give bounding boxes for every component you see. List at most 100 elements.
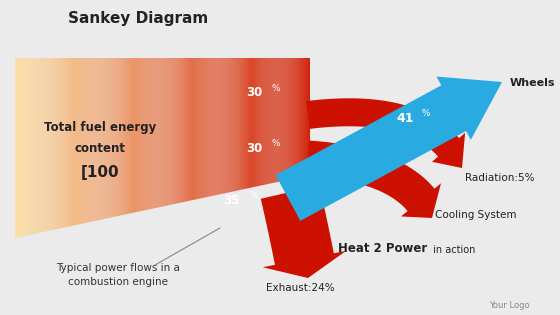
Polygon shape xyxy=(102,58,104,219)
Polygon shape xyxy=(57,58,58,229)
Polygon shape xyxy=(306,58,307,176)
Polygon shape xyxy=(185,58,186,202)
Polygon shape xyxy=(270,58,272,183)
Polygon shape xyxy=(265,58,266,185)
Polygon shape xyxy=(307,140,441,218)
Polygon shape xyxy=(109,58,110,218)
Polygon shape xyxy=(217,58,218,195)
Polygon shape xyxy=(147,58,148,210)
Polygon shape xyxy=(178,58,179,203)
Polygon shape xyxy=(207,58,208,197)
Polygon shape xyxy=(269,58,270,184)
Polygon shape xyxy=(205,58,206,198)
Polygon shape xyxy=(197,58,198,199)
Polygon shape xyxy=(151,58,152,209)
Polygon shape xyxy=(144,58,145,210)
Polygon shape xyxy=(122,58,123,215)
Polygon shape xyxy=(262,58,263,185)
Polygon shape xyxy=(36,58,38,233)
Text: 35: 35 xyxy=(223,193,240,207)
Polygon shape xyxy=(291,58,292,179)
Polygon shape xyxy=(283,58,284,181)
Polygon shape xyxy=(44,58,45,232)
Polygon shape xyxy=(245,58,246,189)
Polygon shape xyxy=(284,58,286,180)
Polygon shape xyxy=(181,58,182,203)
Polygon shape xyxy=(63,58,64,228)
Polygon shape xyxy=(209,58,211,197)
Polygon shape xyxy=(16,58,17,238)
Polygon shape xyxy=(129,58,130,214)
Polygon shape xyxy=(83,58,84,224)
Polygon shape xyxy=(125,58,126,215)
Polygon shape xyxy=(73,58,74,226)
Polygon shape xyxy=(117,58,118,216)
Polygon shape xyxy=(143,58,144,211)
Polygon shape xyxy=(216,58,217,195)
Polygon shape xyxy=(279,58,281,181)
Polygon shape xyxy=(306,98,465,168)
Polygon shape xyxy=(136,58,137,212)
Polygon shape xyxy=(175,58,176,204)
Polygon shape xyxy=(100,58,101,220)
Polygon shape xyxy=(80,58,81,224)
Polygon shape xyxy=(134,58,135,213)
Polygon shape xyxy=(165,58,166,206)
Polygon shape xyxy=(258,58,259,186)
Polygon shape xyxy=(194,58,195,200)
Polygon shape xyxy=(93,58,94,221)
Polygon shape xyxy=(309,58,310,175)
Polygon shape xyxy=(246,58,247,189)
Polygon shape xyxy=(263,58,264,185)
Polygon shape xyxy=(187,58,188,201)
Polygon shape xyxy=(28,58,29,235)
Polygon shape xyxy=(152,58,153,209)
Polygon shape xyxy=(227,58,228,193)
Polygon shape xyxy=(223,58,225,193)
Polygon shape xyxy=(307,58,308,176)
Polygon shape xyxy=(77,58,78,225)
Polygon shape xyxy=(298,58,299,178)
Polygon shape xyxy=(288,58,290,180)
Polygon shape xyxy=(206,58,207,197)
Polygon shape xyxy=(239,58,240,190)
Polygon shape xyxy=(218,58,220,195)
Polygon shape xyxy=(160,58,161,207)
Polygon shape xyxy=(213,58,214,196)
Polygon shape xyxy=(301,58,302,177)
Text: Exhaust:24%: Exhaust:24% xyxy=(265,283,334,293)
Text: Total fuel energy: Total fuel energy xyxy=(44,122,156,135)
Polygon shape xyxy=(132,58,133,213)
Polygon shape xyxy=(186,58,187,202)
Polygon shape xyxy=(88,58,90,222)
Polygon shape xyxy=(179,58,180,203)
Polygon shape xyxy=(62,58,63,228)
Polygon shape xyxy=(161,58,162,207)
Polygon shape xyxy=(240,58,241,190)
Polygon shape xyxy=(18,58,19,238)
Polygon shape xyxy=(76,58,77,225)
Polygon shape xyxy=(86,58,87,223)
Polygon shape xyxy=(54,58,55,230)
Polygon shape xyxy=(156,58,157,208)
Polygon shape xyxy=(131,58,132,213)
Polygon shape xyxy=(295,58,296,178)
Polygon shape xyxy=(75,58,76,225)
Polygon shape xyxy=(153,58,155,209)
Polygon shape xyxy=(31,58,32,235)
Polygon shape xyxy=(23,58,24,236)
Polygon shape xyxy=(29,58,30,235)
Polygon shape xyxy=(72,58,73,226)
Polygon shape xyxy=(113,58,114,217)
Polygon shape xyxy=(242,58,243,190)
Polygon shape xyxy=(180,58,181,203)
Polygon shape xyxy=(58,58,59,229)
Polygon shape xyxy=(85,58,86,223)
Polygon shape xyxy=(130,58,131,214)
Polygon shape xyxy=(127,58,128,214)
Polygon shape xyxy=(212,58,213,196)
Polygon shape xyxy=(26,58,27,236)
Polygon shape xyxy=(235,58,236,191)
Polygon shape xyxy=(64,58,65,227)
Polygon shape xyxy=(274,58,276,183)
